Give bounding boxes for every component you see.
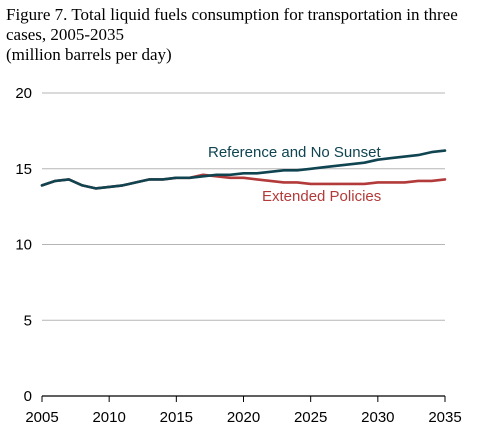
x-tick-label-2025: 2025	[294, 409, 327, 426]
x-axis	[41, 395, 446, 402]
series-label-extended-policies: Extended Policies	[262, 188, 381, 205]
y-tick-label-5: 5	[24, 312, 32, 329]
chart-title-line-3: (million barrels per day)	[6, 45, 172, 64]
y-axis-tick-labels: 0 5 10 15 20	[15, 85, 32, 405]
series-label-reference-and-no-sunset: Reference and No Sunset	[208, 144, 381, 161]
y-tick-label-20: 20	[15, 85, 32, 102]
x-tick-label-2030: 2030	[361, 409, 394, 426]
x-tick-label-2015: 2015	[160, 409, 193, 426]
y-tick-label-0: 0	[24, 388, 32, 405]
y-tick-label-10: 10	[15, 237, 32, 254]
series-lines	[40, 149, 447, 190]
y-tick-label-15: 15	[15, 161, 32, 178]
series-labels: Reference and No Sunset Extended Policies	[208, 144, 381, 205]
x-tick-label-2020: 2020	[227, 409, 260, 426]
chart-title-line-1: Figure 7. Total liquid fuels consumption…	[6, 5, 458, 24]
series-line-reference-and-no-sunset	[40, 149, 447, 190]
x-axis-tick-labels: 2005 2010 2015 2020 2025 2030 2035	[25, 409, 461, 426]
x-tick-label-2010: 2010	[92, 409, 125, 426]
x-tick-label-2035: 2035	[428, 409, 461, 426]
grid-lines	[42, 92, 445, 321]
chart-title-line-2: cases, 2005-2035	[6, 25, 125, 44]
x-tick-label-2005: 2005	[25, 409, 58, 426]
chart-title: Figure 7. Total liquid fuels consumption…	[6, 5, 498, 65]
